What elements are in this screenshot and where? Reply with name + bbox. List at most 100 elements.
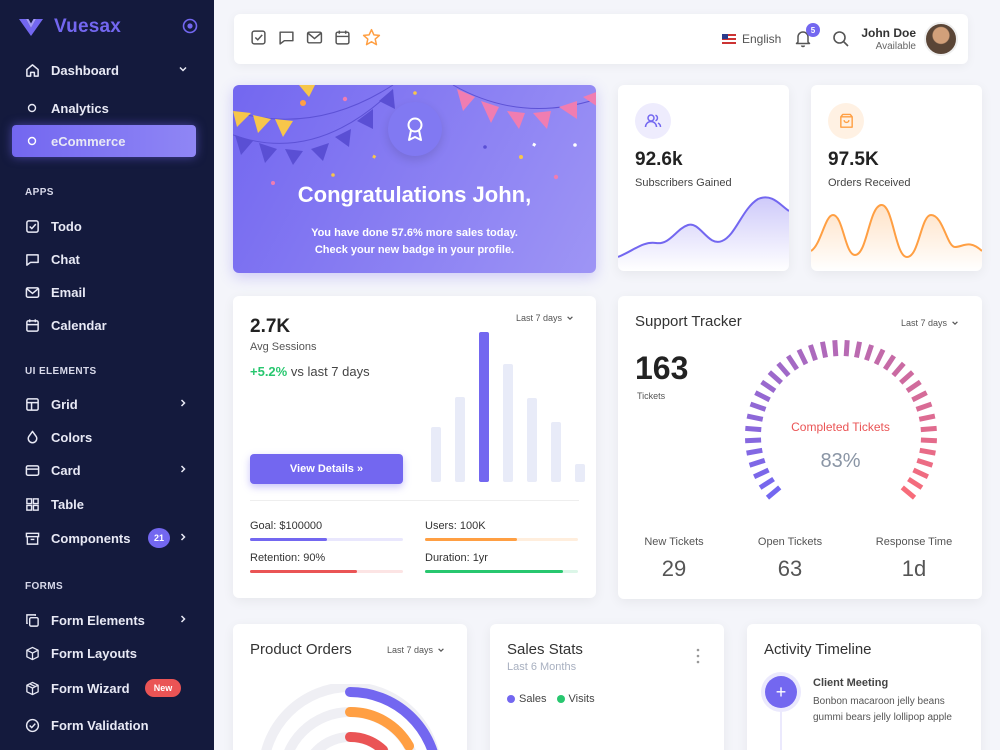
support-range-dropdown[interactable]: Last 7 days (901, 318, 959, 328)
sidebar-item-label: Chat (51, 251, 80, 267)
sidebar-toggle-icon[interactable] (182, 18, 198, 34)
check-square-icon[interactable] (250, 29, 267, 46)
session-bar (575, 464, 585, 482)
droplet-icon (24, 429, 40, 445)
calendar-icon[interactable] (334, 29, 351, 46)
sidebar-item-ecommerce[interactable]: eCommerce (12, 125, 196, 157)
sidebar-item-label: Card (51, 462, 81, 478)
product-orders-radial-chart (261, 684, 439, 750)
product-orders-range-dropdown[interactable]: Last 7 days (387, 645, 445, 655)
box-icon (24, 645, 40, 661)
components-count-badge: 21 (148, 528, 170, 548)
gauge-segment (899, 370, 915, 385)
circle-icon (24, 100, 40, 116)
sidebar-item-form-wizard[interactable]: Form Wizard New (12, 673, 196, 703)
gauge-segment (919, 447, 936, 456)
bell-icon[interactable] (794, 29, 812, 48)
sidebar-item-form-validation[interactable]: Form Validation (12, 710, 196, 740)
gauge-segment (819, 341, 828, 358)
gauge-segment (796, 348, 809, 366)
calendar-icon (24, 317, 40, 333)
sales-stats-subtitle: Last 6 Months (507, 661, 577, 673)
sidebar-item-label: Grid (51, 396, 78, 412)
sessions-value: 2.7K (250, 316, 291, 337)
gauge-segment (911, 390, 928, 403)
brand[interactable]: Vuesax (18, 14, 198, 40)
users-progress (425, 538, 578, 541)
sidebar-item-calendar[interactable]: Calendar (12, 310, 196, 340)
award-icon (407, 117, 423, 141)
grid-icon (24, 496, 40, 512)
product-orders-card: Product Orders Last 7 days (233, 624, 467, 750)
session-bar (431, 427, 441, 482)
gauge-segment (765, 485, 782, 500)
chevron-down-icon (438, 648, 444, 653)
duration-progress (425, 570, 578, 573)
user-name[interactable]: John Doe (861, 26, 916, 40)
chevron-right-icon (180, 533, 186, 541)
sidebar-item-card[interactable]: Card (12, 455, 196, 485)
language-selector[interactable]: English (722, 32, 781, 46)
orders-card: 97.5K Orders Received (811, 85, 982, 271)
sessions-range-dropdown[interactable]: Last 7 days (516, 313, 574, 323)
gauge-segment (905, 379, 922, 393)
gauge-segment (915, 401, 933, 412)
layout-icon (24, 396, 40, 412)
gauge-segment (760, 379, 777, 393)
search-icon[interactable] (832, 30, 850, 48)
section-apps: APPS (25, 187, 54, 198)
plus-icon: + (765, 676, 797, 708)
sidebar-item-label: Form Validation (51, 717, 149, 733)
retention-label: Retention: 90% (250, 552, 326, 564)
top-navbar: English 5 John Doe Available (234, 14, 968, 64)
chevron-down-icon (567, 316, 573, 321)
sidebar-item-dashboard[interactable]: Dashboard (12, 55, 196, 85)
more-vertical-icon[interactable] (695, 648, 701, 664)
chat-icon (24, 251, 40, 267)
visits-legend-label: Visits (568, 693, 595, 705)
congratulations-title: Congratulations John, (297, 182, 532, 207)
sidebar-item-label: Todo (51, 218, 82, 234)
gauge-segment (745, 425, 762, 433)
gauge-segment (907, 476, 924, 490)
divider (250, 500, 579, 501)
star-icon[interactable] (362, 28, 381, 47)
goal-progress (250, 538, 403, 541)
gauge-segment (918, 413, 936, 422)
sidebar-item-label: Colors (51, 429, 93, 445)
sidebar-item-form-elements[interactable]: Form Elements (12, 605, 196, 635)
avg-sessions-card: 2.7K Avg Sessions +5.2% vs last 7 days L… (233, 296, 596, 598)
credit-card-icon (24, 462, 40, 478)
view-details-button[interactable]: View Details » (250, 454, 403, 484)
response-time-stat: Response Time 1d (875, 536, 953, 581)
support-title: Support Tracker (635, 313, 742, 330)
sidebar-item-grid[interactable]: Grid (12, 389, 196, 419)
chevron-right-icon (180, 615, 186, 623)
activity-timeline-card: Activity Timeline + Client Meeting Bonbo… (747, 624, 981, 750)
sidebar-item-label: Form Elements (51, 612, 145, 628)
sales-stats-card: Sales Stats Last 6 Months Sales Visits (490, 624, 724, 750)
session-bar (527, 398, 537, 482)
gauge-segment (776, 361, 791, 378)
orders-label: Orders Received (828, 177, 911, 189)
sidebar-item-components[interactable]: Components 21 (12, 523, 196, 553)
sidebar-item-analytics[interactable]: Analytics (12, 93, 196, 123)
mail-icon[interactable] (306, 29, 323, 46)
gauge-segment (808, 344, 818, 361)
sales-stats-title: Sales Stats (507, 641, 583, 658)
circle-icon (24, 133, 40, 149)
chevron-right-icon (180, 399, 186, 407)
sessions-change: +5.2% vs last 7 days (250, 364, 370, 379)
chat-icon[interactable] (278, 29, 295, 46)
sidebar-item-chat[interactable]: Chat (12, 244, 196, 274)
subscribers-card: 92.6k Subscribers Gained (618, 85, 789, 271)
sidebar-item-table[interactable]: Table (12, 489, 196, 519)
sidebar-item-colors[interactable]: Colors (12, 422, 196, 452)
sidebar-item-email[interactable]: Email (12, 277, 196, 307)
sidebar-item-form-layouts[interactable]: Form Layouts (12, 638, 196, 668)
sidebar-item-todo[interactable]: Todo (12, 211, 196, 241)
sidebar-item-label: Form Wizard (51, 680, 130, 696)
gauge-segment (854, 341, 863, 358)
avatar[interactable] (924, 22, 958, 56)
sidebar-item-label: Components (51, 530, 131, 546)
